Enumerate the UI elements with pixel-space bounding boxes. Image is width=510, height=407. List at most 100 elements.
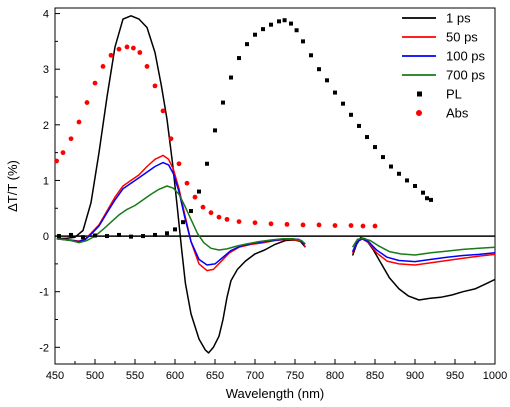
y-tick-label: 2 (43, 120, 49, 132)
data-point-abs (236, 219, 242, 225)
data-point-pl (141, 234, 145, 239)
data-point-abs (316, 222, 322, 228)
data-point-abs (100, 64, 106, 69)
x-tick-label: 500 (86, 370, 104, 382)
series-line-100-ps (56, 161, 306, 266)
x-axis-title: Wavelength (nm) (226, 386, 325, 401)
x-tick-label: 550 (126, 370, 144, 382)
data-point-abs (192, 194, 198, 200)
data-point-pl (261, 27, 265, 32)
data-point-pl (282, 18, 287, 23)
x-tick-label: 1000 (483, 370, 507, 382)
legend-label-700-ps: 700 ps (446, 68, 486, 83)
data-point-pl (237, 56, 241, 61)
data-point-abs (168, 136, 174, 142)
data-point-abs (200, 204, 206, 210)
y-tick-label: -1 (39, 287, 49, 299)
data-point-pl (421, 190, 425, 195)
data-point-pl (341, 101, 345, 106)
data-point-abs (160, 108, 166, 114)
data-point-pl (425, 196, 429, 201)
y-tick-label: -2 (39, 342, 49, 354)
data-point-pl (153, 232, 157, 237)
x-tick-label: 900 (406, 370, 424, 382)
legend-label-50-ps: 50 ps (446, 30, 478, 45)
data-point-abs (284, 221, 290, 227)
x-tick-label: 450 (46, 370, 64, 382)
series-layer (54, 15, 496, 354)
data-point-pl (294, 28, 299, 33)
data-point-pl (129, 234, 133, 239)
data-point-abs (137, 50, 143, 55)
data-point-pl (221, 100, 225, 105)
legend-label-pl: PL (446, 87, 462, 102)
x-tick-label: 850 (366, 370, 384, 382)
data-point-abs (60, 150, 66, 156)
series-line-700-ps (56, 185, 306, 251)
data-point-pl (81, 235, 85, 240)
data-point-pl (389, 164, 393, 169)
data-point-abs (184, 180, 190, 186)
data-point-pl (189, 209, 193, 214)
data-point-pl (309, 53, 313, 58)
data-point-pl (229, 75, 233, 80)
data-point-abs (268, 221, 274, 227)
y-tick-label: 3 (43, 64, 49, 76)
data-point-abs (372, 223, 378, 229)
data-point-pl (381, 155, 385, 160)
x-tick-label: 950 (446, 370, 464, 382)
y-axis-title: ΔT/T (%) (5, 160, 20, 212)
data-point-abs (84, 100, 90, 105)
data-point-abs (152, 83, 158, 89)
data-point-pl (333, 90, 337, 95)
data-point-abs (124, 44, 130, 50)
data-point-abs (300, 222, 306, 228)
series-line-50-ps (56, 154, 307, 272)
legend: 1 ps 50 ps 100 ps 700 ps PL Abs (402, 11, 486, 121)
data-point-pl (173, 227, 177, 232)
plot-frame (54, 7, 496, 365)
data-point-abs (176, 161, 182, 167)
legend-label-1-ps: 1 ps (446, 11, 471, 26)
data-point-abs (144, 64, 150, 69)
data-point-pl (301, 39, 305, 44)
data-point-pl (429, 197, 433, 202)
data-point-abs (332, 223, 338, 228)
data-point-abs (68, 136, 74, 142)
series-line-700-ps (351, 237, 496, 256)
data-point-pl (373, 145, 377, 150)
data-point-abs (54, 158, 59, 164)
data-point-pl (413, 184, 417, 188)
data-point-abs (208, 210, 214, 216)
data-point-abs (108, 52, 114, 58)
data-point-pl (213, 128, 217, 133)
data-point-pl (93, 233, 97, 238)
y-tick-label: 0 (43, 231, 49, 243)
data-point-abs (348, 223, 354, 228)
data-point-pl (289, 21, 293, 26)
legend-swatch-abs (416, 110, 422, 116)
data-point-pl (117, 232, 121, 237)
x-tick-label: 750 (286, 370, 304, 382)
data-point-pl (325, 78, 329, 83)
tick-layer: 450 500 550 600 650 700 750 800 850 900 950 1000 -2 -… (39, 9, 507, 382)
legend-label-abs: Abs (446, 106, 469, 121)
data-point-abs (360, 223, 366, 229)
series-line-1-ps (56, 15, 306, 354)
y-tick-label: 1 (43, 175, 49, 187)
data-point-pl (69, 232, 73, 237)
x-tick-label: 700 (246, 370, 264, 382)
data-point-pl (245, 42, 249, 47)
legend-swatch-pl (417, 91, 422, 97)
data-point-pl (317, 67, 321, 72)
data-point-pl (277, 19, 281, 24)
data-point-pl (197, 189, 201, 194)
data-point-pl (165, 231, 169, 236)
data-point-abs (92, 80, 98, 86)
data-point-pl (105, 234, 109, 239)
data-point-abs (131, 45, 136, 51)
data-point-abs (76, 119, 82, 125)
legend-label-100-ps: 100 ps (446, 49, 486, 64)
data-point-abs (252, 220, 258, 226)
